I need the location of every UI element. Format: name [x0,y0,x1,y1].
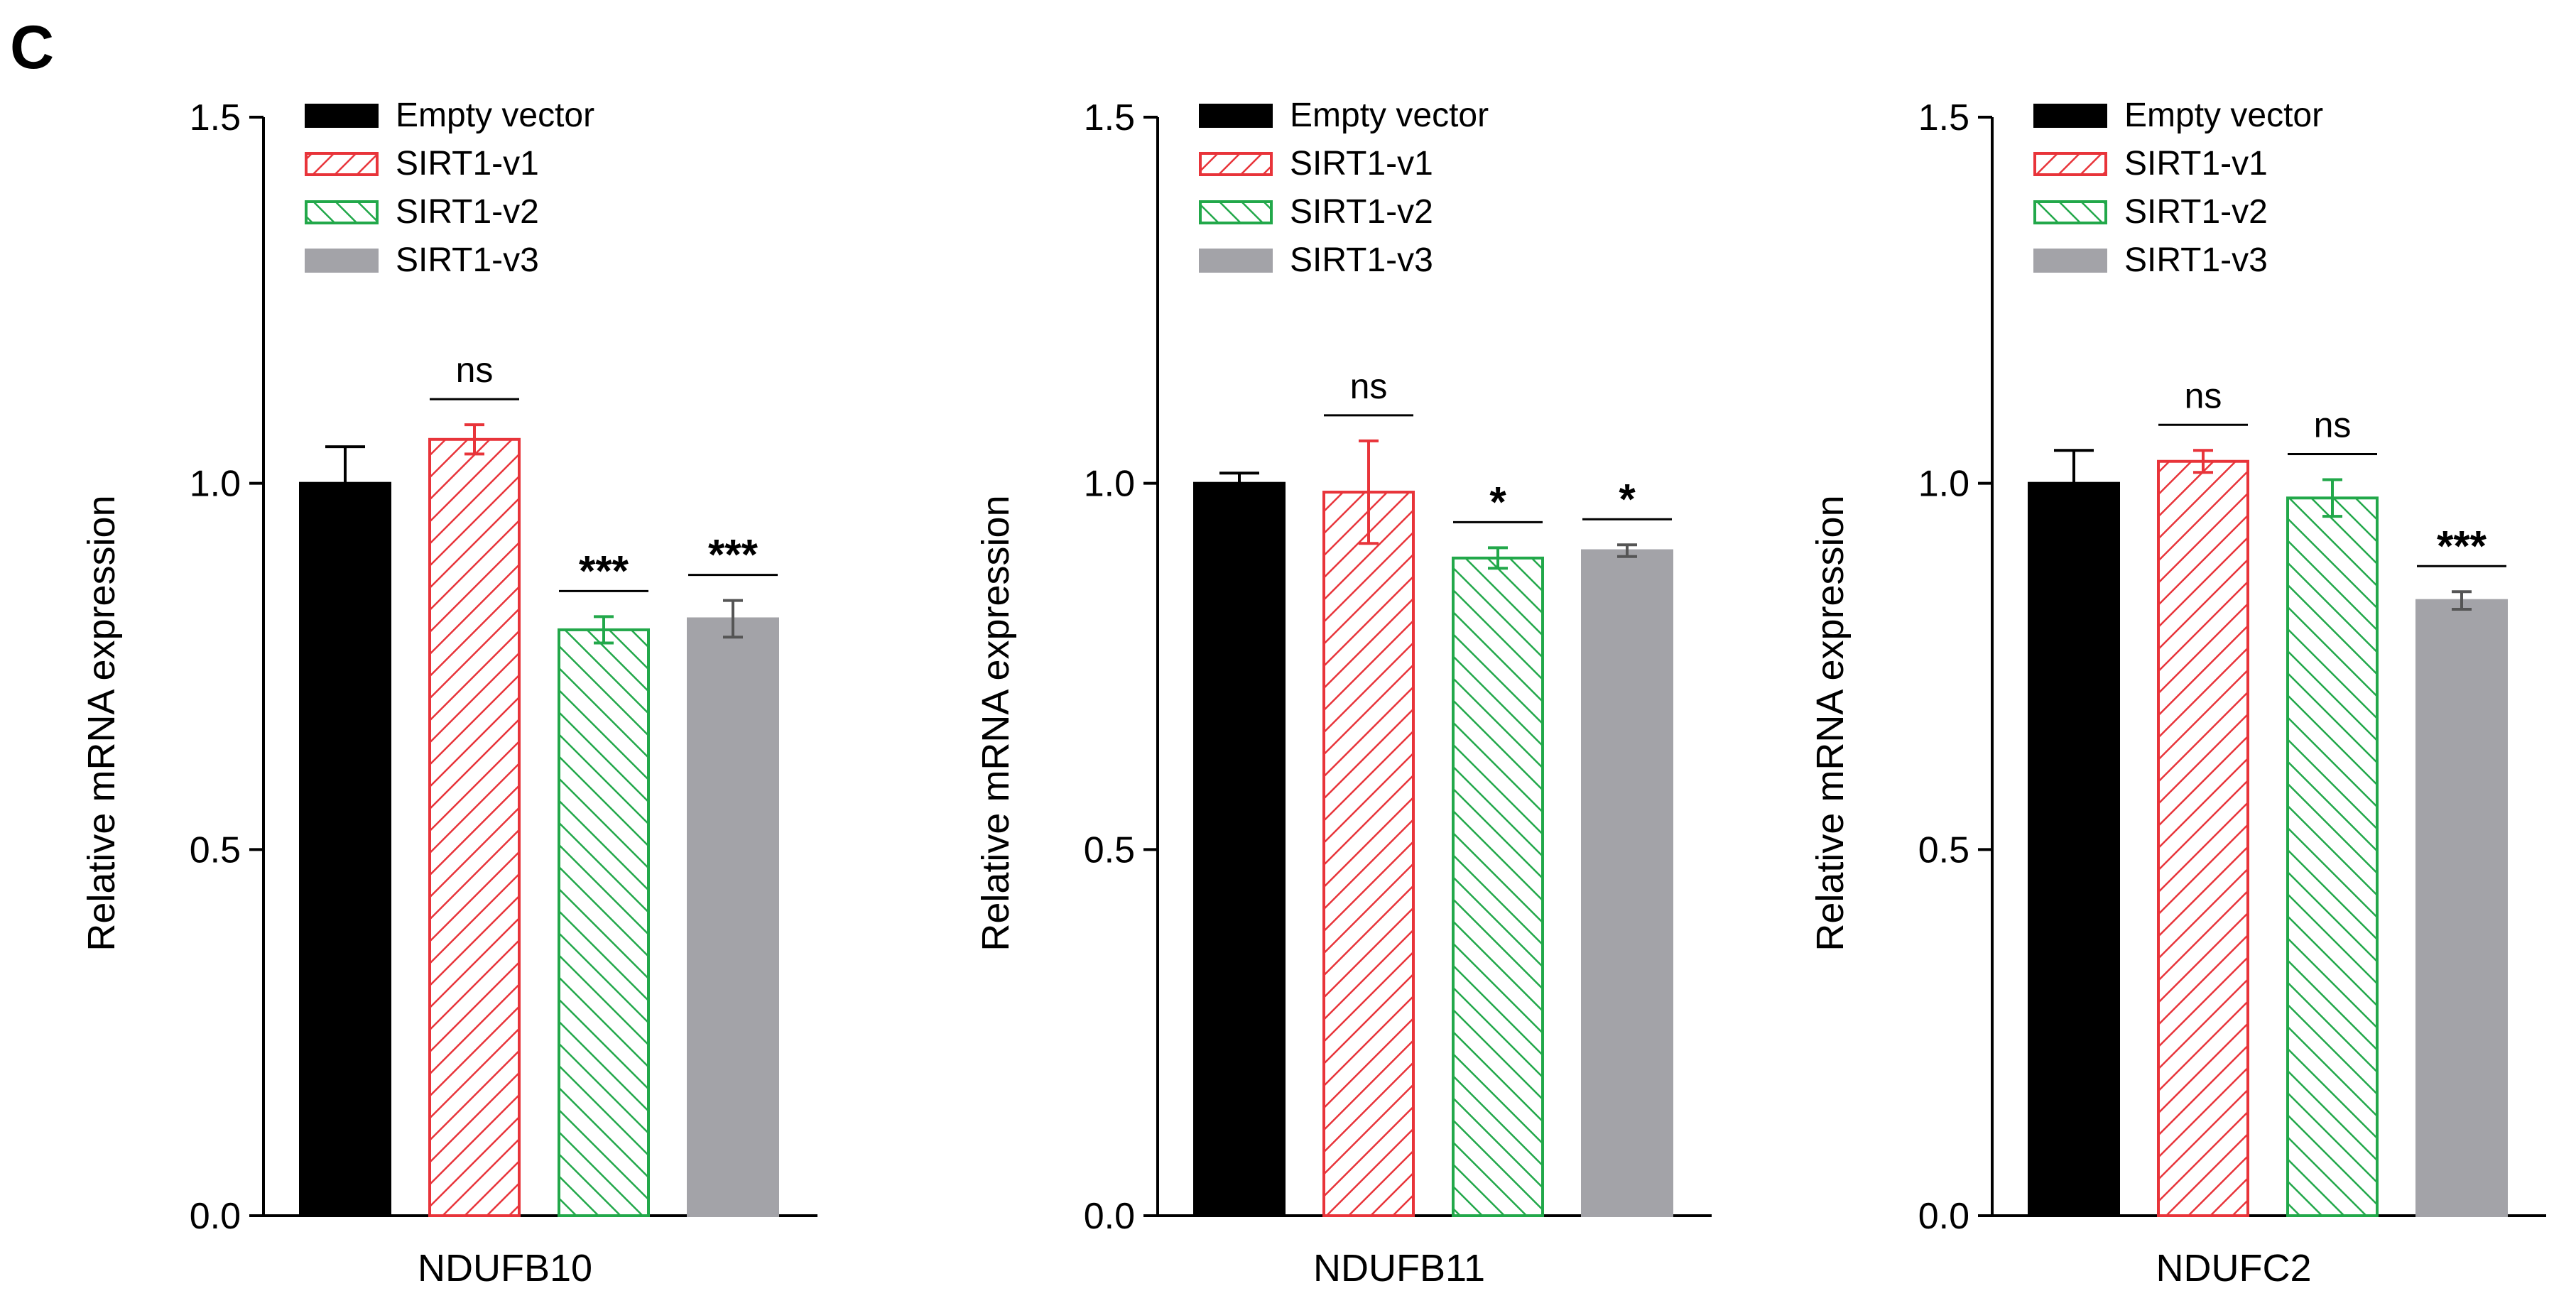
significance-label: ns [456,350,494,390]
chart-panel-1: 0.0 0.5 1.0 1.5 Relative mRNA expression NDUF… [80,97,817,1290]
bar-empty [1193,481,1286,1218]
panel-label: C [10,13,54,82]
chart-panel-3: 0.0 0.5 1.0 1.5 Relative mRNA expression NDUF… [1809,97,2546,1290]
legend-swatch [2033,249,2107,273]
legend-label: SIRT1-v2 [2124,193,2268,231]
legend-swatch [1199,104,1273,128]
charts-container: 0.0 0.5 1.0 1.5 Relative mRNA expression NDUF… [80,97,2546,1290]
legend-label: SIRT1-v2 [1290,193,1433,231]
bar-v2 [2286,496,2379,1217]
significance-label: * [1489,478,1506,525]
y-tick-label: 1.0 [1918,464,1969,505]
legend-swatch [305,152,379,176]
bar-v1 [428,437,521,1218]
legend-label: SIRT1-v3 [2124,241,2268,279]
x-axis-title: NDUFC2 [2156,1247,2311,1290]
x-axis-title: NDUFB11 [1313,1247,1485,1290]
significance-label: ns [2314,405,2352,445]
y-tick-label: 0.0 [190,1196,241,1237]
legend-label: Empty vector [2124,97,2323,134]
y-axis-title: Relative mRNA expression [974,495,1017,951]
bar-empty [2028,481,2120,1218]
y-axis-title: Relative mRNA expression [80,495,123,951]
significance-label: *** [579,547,629,594]
significance-label: ns [2185,376,2222,415]
legend-swatch [305,249,379,273]
bar-v2 [558,628,650,1217]
bar-v1 [1322,491,1415,1217]
y-tick-label: 1.5 [190,97,241,138]
y-tick-label: 0.5 [190,829,241,871]
legend-swatch [1199,200,1273,224]
bar-empty [299,481,391,1218]
y-tick-label: 0.0 [1918,1196,1969,1237]
legend-swatch [2033,104,2107,128]
bar-v1 [2157,459,2249,1217]
bar-v2 [1452,556,1544,1217]
legend-label: SIRT1-v1 [2124,145,2268,182]
bar-v3 [2415,599,2508,1217]
legend-label: Empty vector [396,97,594,134]
legend-swatch [305,104,379,128]
legend-label: SIRT1-v1 [1290,145,1433,182]
legend-swatch [2033,200,2107,224]
bar-v3 [687,617,779,1217]
legend-swatch [2033,152,2107,176]
legend-label: SIRT1-v3 [396,241,539,279]
y-tick-label: 1.5 [1084,97,1135,138]
legend-label: SIRT1-v3 [1290,241,1433,279]
y-tick-label: 1.5 [1918,97,1969,138]
significance-label: *** [708,531,759,579]
legend-swatch [305,200,379,224]
y-axis-title: Relative mRNA expression [1809,495,1852,951]
significance-label: * [1619,475,1636,523]
y-tick-label: 1.0 [1084,464,1135,505]
y-tick-label: 0.5 [1918,829,1969,871]
y-tick-label: 1.0 [190,464,241,505]
legend-label: Empty vector [1290,97,1489,134]
significance-label: ns [1350,366,1388,406]
y-tick-label: 0.5 [1084,829,1135,871]
legend-label: SIRT1-v2 [396,193,539,231]
significance-label: *** [2437,522,2487,569]
y-tick-label: 0.0 [1084,1196,1135,1237]
x-axis-title: NDUFB10 [418,1247,592,1290]
legend-label: SIRT1-v1 [396,145,539,182]
chart-panel-2: 0.0 0.5 1.0 1.5 Relative mRNA expression NDUF… [974,97,1712,1290]
legend-swatch [1199,152,1273,176]
legend-swatch [1199,249,1273,273]
bar-v3 [1581,549,1673,1217]
